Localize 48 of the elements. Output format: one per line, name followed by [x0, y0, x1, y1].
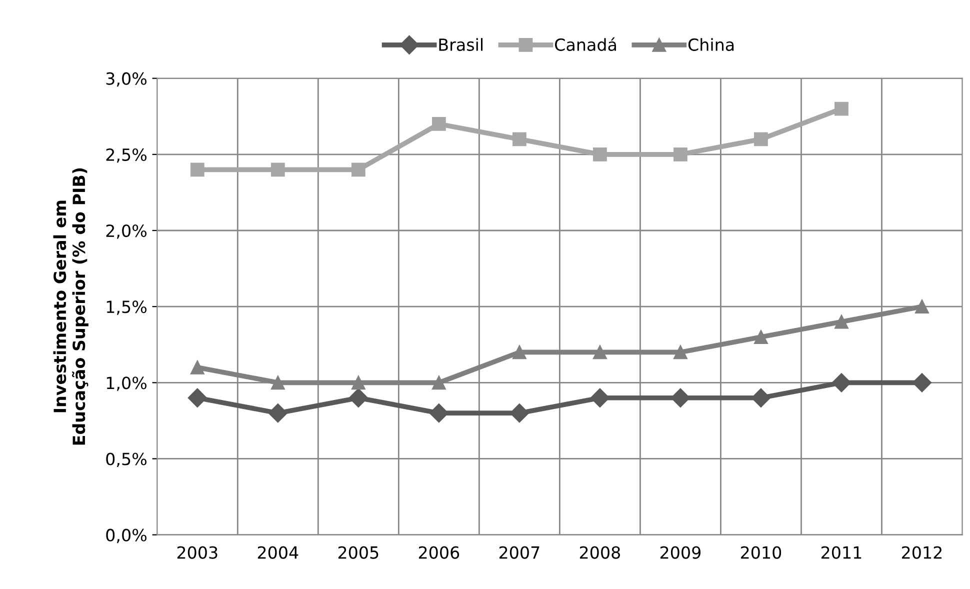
point: [674, 147, 688, 162]
y-tick-label: 0,0%: [106, 528, 146, 544]
point: [754, 132, 768, 146]
x-tick-label: 2012: [902, 546, 942, 559]
x-tick-label: 2007: [499, 546, 540, 559]
x-tick-label: 2011: [821, 546, 862, 559]
point: [510, 404, 529, 423]
y-tick-label: 2,5%: [106, 148, 146, 163]
x-tick-label: 2008: [580, 546, 620, 559]
point: [593, 147, 607, 162]
point: [190, 162, 204, 177]
point: [270, 376, 285, 390]
x-tick-label: 2006: [418, 546, 460, 559]
point: [432, 376, 446, 390]
y-tick-label: 0,5%: [106, 452, 146, 467]
point: [348, 388, 368, 408]
y-axis-title: Investimento Geral em Educação Superior (% do PIB): [53, 168, 88, 445]
point: [834, 102, 848, 116]
point: [512, 132, 526, 146]
point: [751, 388, 770, 408]
legend-label: Brasil: [439, 38, 482, 51]
y-tick-label: 2,0%: [106, 224, 146, 239]
point: [915, 300, 929, 314]
legend-label: China: [688, 38, 734, 51]
y-tick-label: 1,0%: [106, 376, 146, 391]
x-tick-label: 2005: [338, 546, 378, 559]
point: [351, 376, 366, 390]
point: [268, 404, 288, 423]
point: [834, 314, 848, 329]
point: [270, 162, 285, 177]
point: [593, 345, 607, 360]
point: [674, 345, 688, 360]
legend-label: Canadá: [555, 37, 616, 51]
point: [670, 388, 690, 408]
y-tick-label: 1,5%: [106, 300, 146, 315]
point: [190, 360, 204, 374]
y-tick-label: 3,0%: [106, 72, 146, 87]
point: [754, 330, 768, 344]
point: [512, 345, 526, 360]
point: [188, 388, 207, 408]
point: [351, 162, 366, 177]
x-tick-label: 2004: [258, 546, 298, 559]
x-tick-label: 2003: [177, 546, 218, 559]
point: [432, 117, 446, 131]
point: [590, 388, 610, 408]
x-tick-label: 2009: [660, 546, 700, 559]
point: [429, 404, 448, 423]
x-tick-label: 2010: [740, 546, 782, 559]
